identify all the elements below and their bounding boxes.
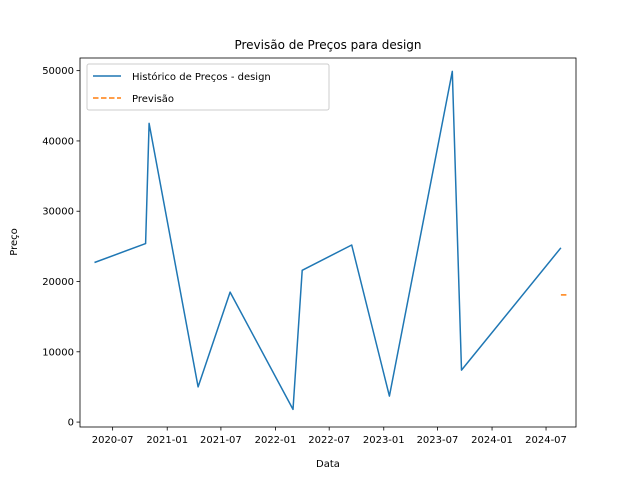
- plot-frame: [79, 57, 577, 428]
- y-tick-label: 20000: [42, 277, 74, 288]
- x-tick-label: 2024-07: [525, 435, 567, 446]
- x-tick-label: 2020-07: [92, 435, 134, 446]
- plot-lines: [94, 70, 569, 411]
- x-tick-label: 2021-01: [146, 435, 188, 446]
- chart-title: Previsão de Preços para design: [234, 38, 421, 52]
- legend-label-history: Histórico de Preços - design: [132, 71, 271, 83]
- y-tick-label: 40000: [42, 136, 74, 147]
- y-tick-label: 50000: [42, 66, 74, 77]
- x-tick-label: 2024-01: [471, 435, 513, 446]
- legend: Histórico de Preços - design Previsão: [86, 63, 330, 111]
- series-line-history: [94, 70, 562, 411]
- y-axis-title: Preço: [9, 228, 20, 256]
- y-axis: 0 10000 20000 30000 40000 50000: [42, 66, 80, 429]
- x-tick-label: 2022-01: [255, 435, 297, 446]
- legend-label-forecast: Previsão: [132, 94, 174, 105]
- x-tick-label: 2022-07: [308, 435, 350, 446]
- x-tick-label: 2021-07: [200, 435, 242, 446]
- x-tick-label: 2023-01: [363, 435, 405, 446]
- y-tick-label: 0: [68, 418, 74, 429]
- y-tick-label: 30000: [42, 207, 74, 218]
- x-axis-title: Data: [316, 459, 340, 470]
- y-tick-label: 10000: [42, 347, 74, 358]
- x-tick-label: 2023-07: [417, 435, 459, 446]
- legend-box: [86, 63, 330, 111]
- x-axis: 2020-07 2021-01 2021-07 2022-01 2022-07 2023-…: [92, 427, 567, 446]
